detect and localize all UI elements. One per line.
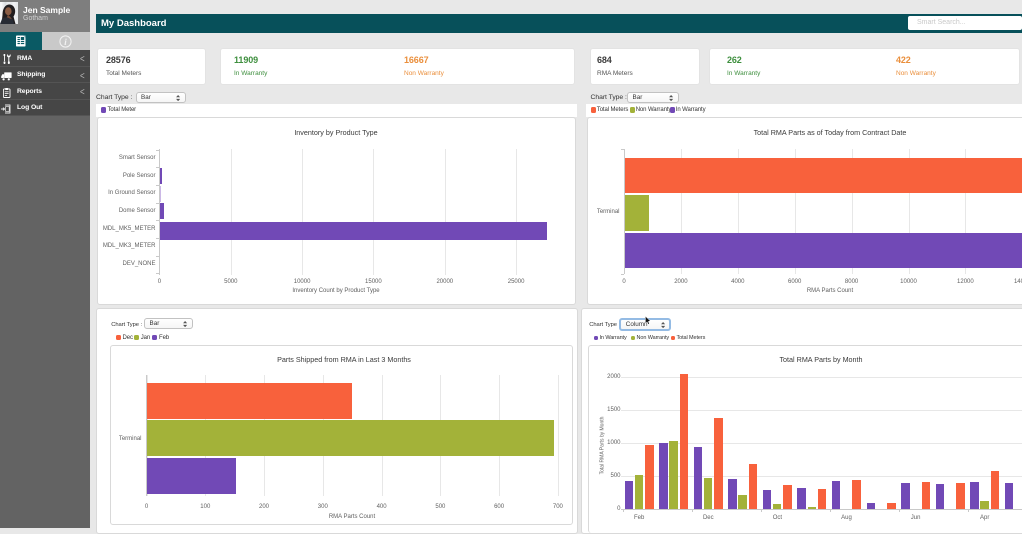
svg-text:i: i [64,36,67,46]
